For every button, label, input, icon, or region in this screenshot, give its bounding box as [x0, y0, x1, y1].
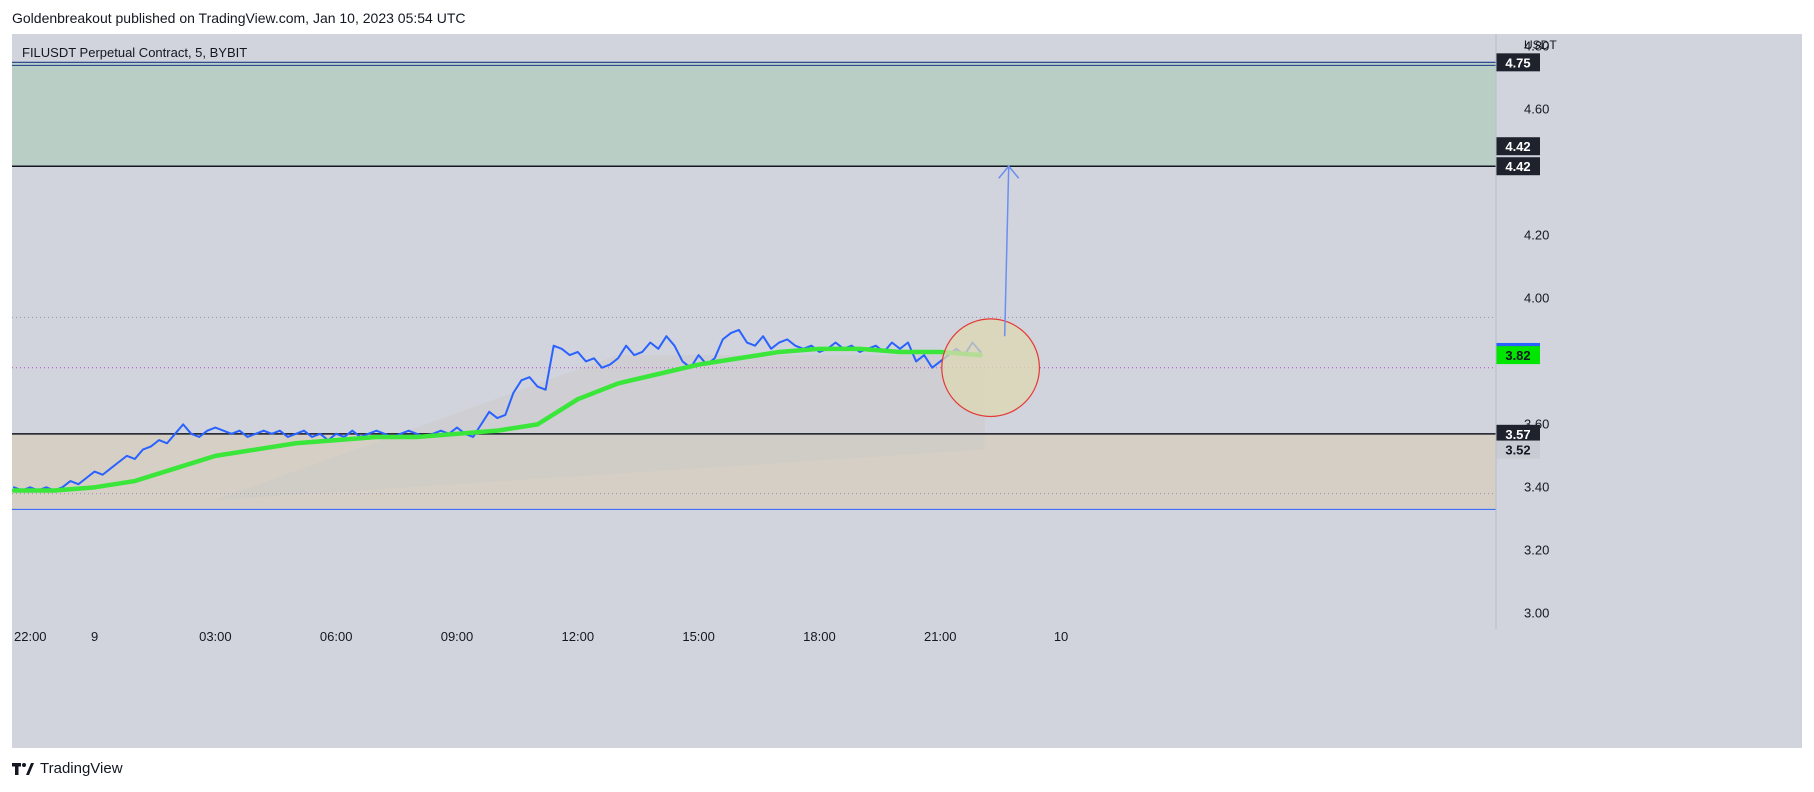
price-badge-label: 3.57	[1505, 427, 1530, 442]
y-tick-label: 4.00	[1524, 290, 1549, 305]
price-badge-dark	[1496, 424, 1540, 443]
x-tick-label: 18:00	[803, 629, 836, 644]
price-badge-label: 3.52	[1505, 443, 1530, 458]
x-tick-label: 9	[91, 629, 98, 644]
price-badge-dark	[1496, 53, 1540, 72]
circle-annotation	[941, 318, 1040, 418]
price-badge-label: 4.42	[1505, 159, 1530, 174]
x-tick-label: 12:00	[562, 629, 595, 644]
chart-area[interactable]: 22:00 9 03:00 06:00 09:00 12:00 15:00 18:00 21:0…	[12, 34, 1802, 748]
x-tick-label: 21:00	[924, 629, 957, 644]
price-badge-label: 4.42	[1505, 139, 1530, 154]
y-tick-label: 4.20	[1524, 227, 1549, 242]
tradingview-brand: TradingView	[40, 760, 123, 777]
target-zone	[12, 62, 1496, 167]
target-arrow	[1003, 166, 1010, 337]
published-line: Goldenbreakout published on TradingView.…	[12, 10, 466, 26]
tradingview-logo-icon	[12, 762, 34, 775]
y-tick-label: 3.20	[1524, 542, 1549, 557]
target-arrow-head	[998, 165, 1020, 179]
price-badge-gray	[1496, 440, 1540, 459]
price-badge-dark	[1496, 137, 1540, 156]
x-tick-label: 03:00	[199, 629, 232, 644]
x-tick-label: 15:00	[682, 629, 715, 644]
y-tick-label: 3.00	[1524, 605, 1549, 620]
x-tick-label: 22:00	[14, 629, 47, 644]
tradingview-logo[interactable]: TradingView	[12, 760, 123, 777]
price-badge-dark	[1496, 157, 1540, 176]
moving-average-line	[12, 346, 983, 493]
y-axis-unit: USDT	[1524, 38, 1557, 52]
shaded-region	[215, 355, 985, 500]
y-tick-label: 3.40	[1524, 479, 1549, 494]
price-chart[interactable]: 22:00 9 03:00 06:00 09:00 12:00 15:00 18:00 21:0…	[12, 34, 1802, 748]
symbol-title: FILUSDT Perpetual Contract, 5, BYBIT	[22, 45, 248, 60]
x-tick-label: 10	[1054, 629, 1068, 644]
price-badge-green	[1496, 346, 1540, 365]
y-tick-label: 4.80	[1524, 39, 1549, 54]
x-tick-label: 09:00	[441, 629, 474, 644]
price-badge-label: 4.75	[1505, 55, 1530, 70]
y-tick-label: 4.60	[1524, 102, 1549, 117]
price-line	[13, 328, 982, 492]
support-zone	[12, 433, 1496, 510]
x-tick-label: 06:00	[320, 629, 353, 644]
price-badge-label: 3.82	[1505, 348, 1530, 363]
